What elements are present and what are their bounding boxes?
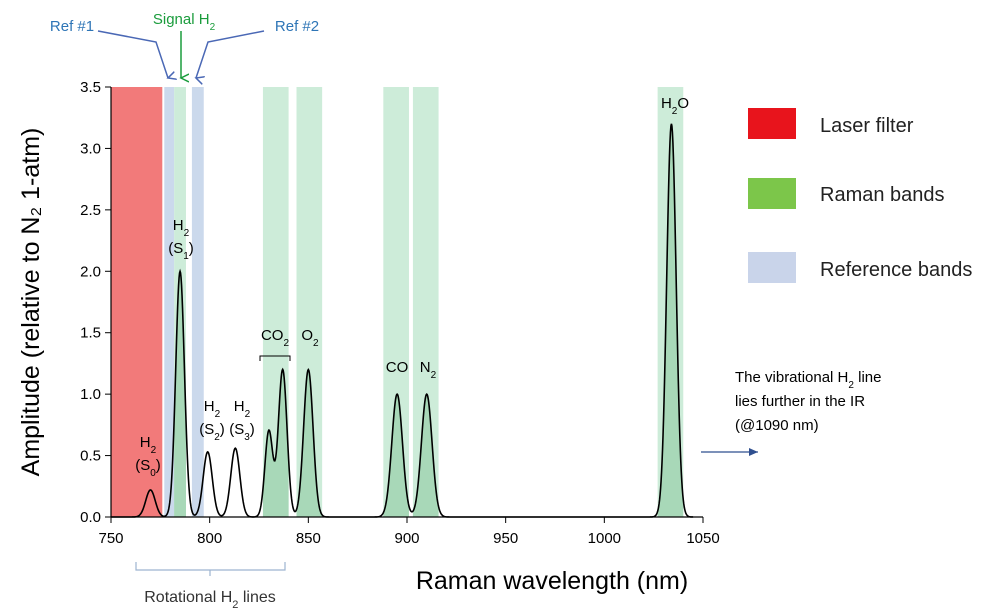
vibrational-note: The vibrational H2 line lies further in …: [701, 369, 881, 456]
x-tick-label: 1050: [686, 530, 719, 547]
peak-label-h2-s0: H2: [140, 434, 157, 456]
y-tick-label: 1.5: [80, 325, 101, 342]
rotational-lines-annotation: Rotational H2 lines: [135, 562, 286, 611]
x-tick-label: 850: [296, 530, 321, 547]
y-axis-label: Amplitude (relative to N₂ 1-atm): [17, 128, 45, 477]
x-tick-label: 800: [197, 530, 222, 547]
legend-label-raman: Raman bands: [820, 184, 945, 206]
x-tick-label: 950: [493, 530, 518, 547]
y-tick-label: 3.0: [80, 140, 101, 157]
legend-swatch-laser: [748, 108, 796, 139]
peak-label-h2-s2-sub: (S2): [199, 421, 225, 443]
legend: Laser filter Raman bands Reference bands: [748, 108, 972, 283]
signal-label: Signal H2: [153, 11, 216, 33]
side-note-line1: The vibrational H2 line: [735, 369, 881, 391]
legend-label-reference: Reference bands: [820, 259, 972, 281]
x-ticks: 750 800 850 900 950 1000 1050: [98, 517, 720, 547]
co2-bracket: [259, 355, 291, 361]
x-axis-label: Raman wavelength (nm): [416, 567, 688, 595]
peak-label-h2o: H2O: [661, 95, 689, 117]
rotational-label: Rotational H2 lines: [144, 589, 276, 610]
peak-label-h2-s0-sub: (S0): [135, 457, 161, 479]
legend-swatch-raman: [748, 178, 796, 209]
y-tick-label: 3.5: [80, 79, 101, 96]
peak-labels: H2 (S0) H2 (S1) H2 (S2) H2 (S3) CO2 O2 C…: [135, 95, 689, 479]
peak-label-h2-s1-sub: (S1): [168, 240, 194, 262]
ref1-label: Ref #1: [50, 18, 94, 35]
peak-label-h2-s2: H2: [204, 398, 221, 420]
ref2-label: Ref #2: [275, 18, 319, 35]
y-tick-label: 1.0: [80, 386, 101, 403]
top-annotations: Ref #1 Signal H2 Ref #2: [50, 11, 319, 78]
peak-label-n2: N2: [420, 359, 437, 381]
peak-label-o2: O2: [301, 327, 319, 349]
side-note-line2: lies further in the IR: [735, 393, 865, 410]
band-reference-1: [164, 87, 175, 517]
y-ticks: 0.0 0.5 1.0 1.5 2.0 2.5 3.0 3.5: [80, 79, 111, 526]
side-note-line3: (@1090 nm): [735, 417, 819, 434]
x-tick-label: 900: [394, 530, 419, 547]
x-tick-label: 750: [98, 530, 123, 547]
peak-label-h2-s3: H2: [234, 398, 251, 420]
y-tick-label: 2.0: [80, 263, 101, 280]
peak-label-co2: CO2: [261, 327, 290, 349]
y-tick-label: 0.5: [80, 448, 101, 465]
band-reference-3: [191, 87, 204, 517]
x-tick-label: 1000: [588, 530, 621, 547]
ref2-arrow: [196, 30, 265, 78]
peak-label-h2-s1: H2: [173, 217, 190, 239]
legend-label-laser: Laser filter: [820, 115, 914, 137]
ref1-arrow: [97, 30, 168, 78]
rotational-bracket: [135, 562, 286, 571]
band-laser-0: [111, 87, 163, 517]
y-tick-label: 0.0: [80, 509, 101, 526]
y-tick-label: 2.5: [80, 202, 101, 219]
peak-label-co: CO: [386, 359, 409, 376]
peak-label-h2-s3-sub: (S3): [229, 421, 255, 443]
legend-swatch-reference: [748, 252, 796, 283]
